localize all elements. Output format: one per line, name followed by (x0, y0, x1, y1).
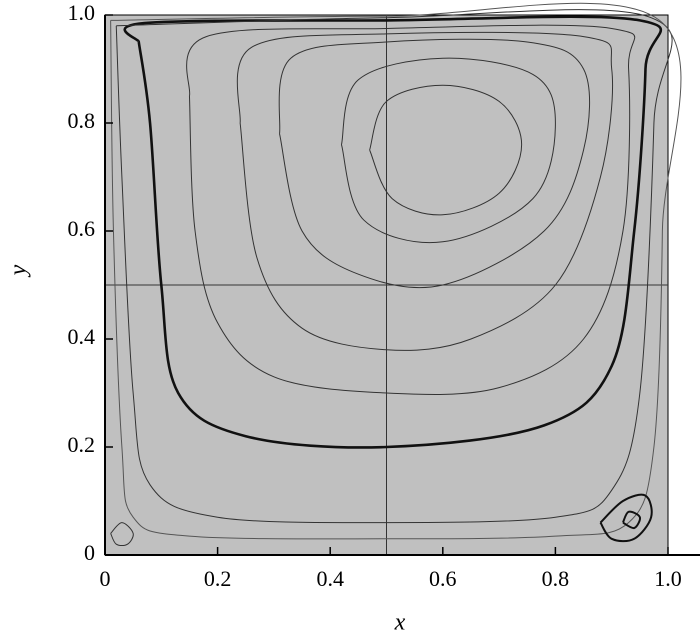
streamline (186, 24, 636, 395)
y-tick-label: 0.4 (68, 324, 96, 349)
y-tick-label: 0.8 (68, 108, 96, 133)
y-tick-label: 0.2 (68, 432, 96, 457)
streamline (278, 38, 591, 289)
x-tick-label: 0.2 (204, 566, 232, 591)
streamline (123, 15, 663, 449)
x-axis-label: x (394, 610, 406, 636)
streamline (115, 9, 673, 524)
x-tick-label: 1.0 (654, 566, 682, 591)
streamline (599, 493, 653, 543)
streamline (622, 510, 641, 530)
x-tick-label: 0 (100, 566, 111, 591)
streamline (110, 522, 134, 547)
y-tick-label: 0 (84, 540, 95, 565)
y-tick-label: 1.0 (68, 0, 96, 25)
x-tick-label: 0.4 (316, 566, 344, 591)
y-tick-label: 0.6 (68, 216, 96, 241)
streamline (236, 31, 614, 351)
streamline (369, 84, 523, 216)
y-axis-label: y (6, 264, 32, 277)
x-tick-label: 0.6 (429, 566, 457, 591)
streamline (110, 2, 682, 540)
x-tick-label: 0.8 (542, 566, 570, 591)
streamline (340, 57, 556, 244)
